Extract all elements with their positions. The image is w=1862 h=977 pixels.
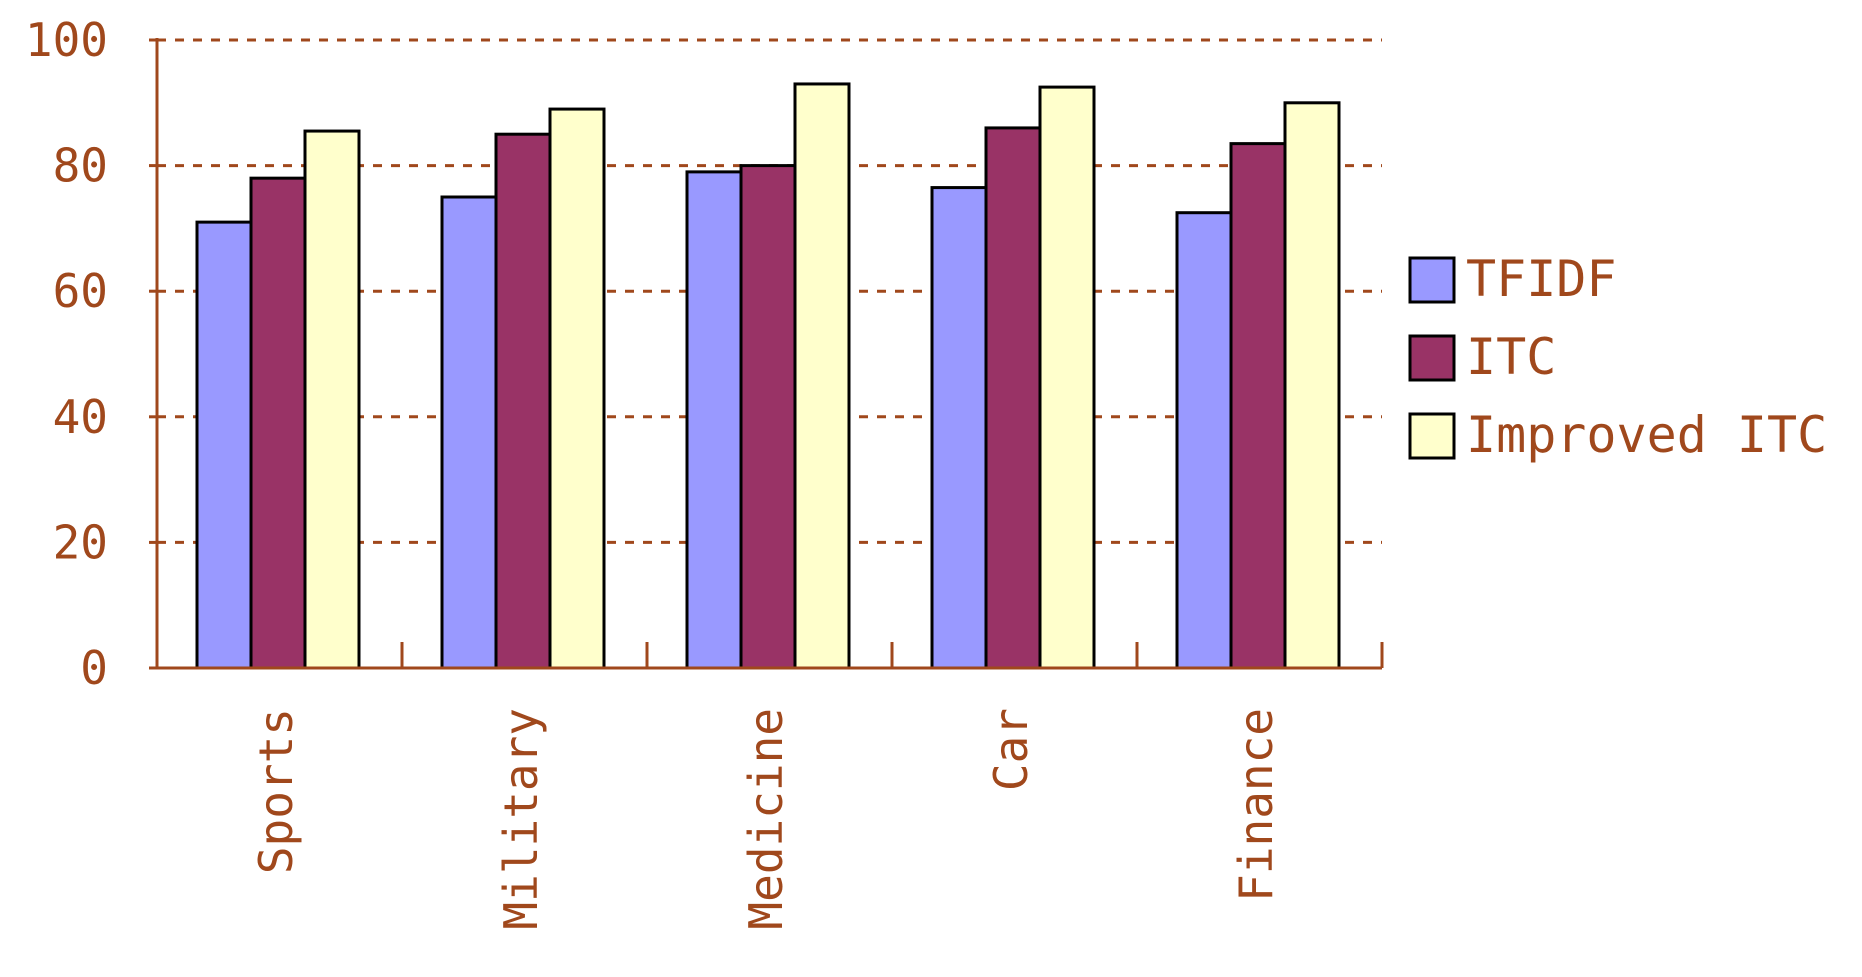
x-tick-labels: Sports Military Medicine Car Finance [249, 708, 1283, 930]
bar-itc-medicine [739, 164, 797, 670]
bar-improved-itc-medicine [793, 82, 851, 670]
y-tick-label: 0 [80, 641, 108, 695]
bar-improved-itc-finance [1283, 101, 1341, 670]
legend-swatch-itc [1408, 334, 1456, 382]
bar-itc-car [984, 126, 1042, 670]
x-tick-label: Military [494, 708, 548, 930]
x-tick-label: Sports [249, 708, 303, 874]
legend: TFIDF ITC Improved ITC [1408, 250, 1827, 464]
y-tick-label: 60 [53, 264, 108, 318]
axes [149, 38, 1384, 670]
bar-improved-itc-military [548, 107, 606, 670]
y-tick-labels: 0 20 40 60 80 100 [25, 13, 108, 695]
bar-itc-sports [249, 176, 307, 670]
y-tick-label: 80 [53, 139, 108, 193]
bars [195, 82, 1341, 670]
x-tick-label: Medicine [739, 708, 793, 930]
legend-swatch-tfidf [1408, 256, 1456, 304]
x-tick-label: Finance [1229, 708, 1283, 902]
bar-tfidf-military [440, 195, 498, 670]
legend-swatch-improved-itc [1408, 412, 1456, 460]
bar-itc-military [494, 132, 552, 670]
y-tick-label: 100 [25, 13, 108, 67]
bar-itc-finance [1229, 142, 1287, 670]
bar-tfidf-sports [195, 220, 253, 670]
x-tick-label: Car [984, 708, 1038, 791]
legend-label: Improved ITC [1466, 406, 1827, 464]
bar-improved-itc-sports [303, 129, 361, 670]
bar-tfidf-finance [1175, 211, 1233, 670]
y-tick-label: 40 [53, 390, 108, 444]
legend-label: TFIDF [1466, 250, 1617, 308]
legend-label: ITC [1466, 328, 1556, 386]
bar-improved-itc-car [1038, 85, 1096, 670]
bar-tfidf-car [930, 186, 988, 670]
bar-tfidf-medicine [685, 170, 743, 670]
y-tick-label: 20 [53, 515, 108, 569]
